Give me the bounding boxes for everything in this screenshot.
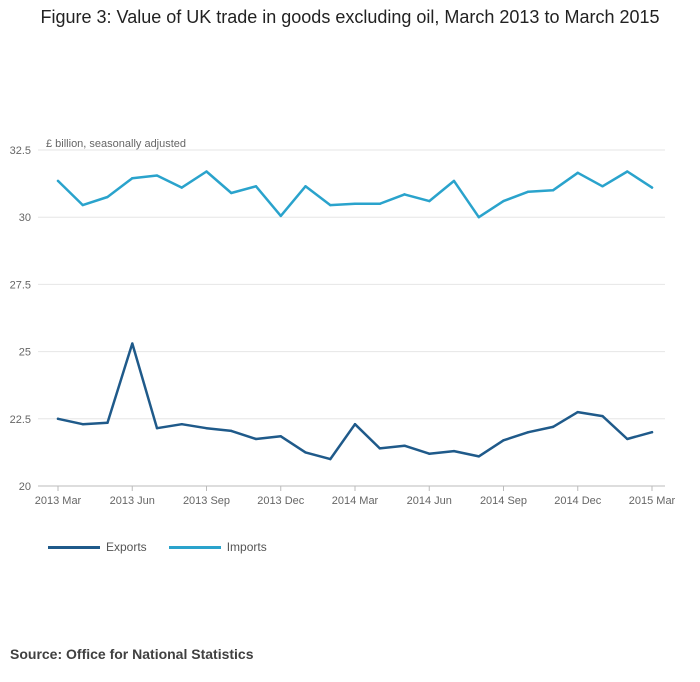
x-axis-ticks: 2013 Mar 2013 Jun 2013 Sep 2013 Dec 2014 Mar…	[35, 486, 676, 507]
data-point-exports[interactable]	[452, 449, 456, 453]
data-point-exports[interactable]	[230, 429, 233, 433]
data-point-imports[interactable]	[131, 177, 134, 180]
legend: Exports Imports	[48, 540, 267, 554]
data-point-imports[interactable]	[626, 170, 629, 173]
legend-swatch-exports	[48, 545, 100, 549]
data-point-exports[interactable]	[131, 342, 134, 345]
data-point-imports[interactable]	[353, 202, 357, 205]
x-tick-label: 2015 Mar	[629, 495, 676, 507]
x-tick-label: 2013 Dec	[257, 495, 305, 507]
data-point-exports[interactable]	[56, 417, 60, 420]
x-tick-label: 2014 Dec	[554, 495, 602, 507]
data-point-imports[interactable]	[81, 203, 84, 207]
y-tick-label: 25	[19, 347, 31, 359]
y-axis-label: £ billion, seasonally adjusted	[46, 138, 186, 150]
data-point-imports[interactable]	[155, 174, 159, 177]
data-point-imports[interactable]	[329, 203, 332, 207]
data-point-exports[interactable]	[576, 410, 579, 414]
legend-label-imports: Imports	[226, 540, 267, 554]
data-point-exports[interactable]	[477, 455, 480, 458]
data-point-exports[interactable]	[601, 414, 604, 418]
data-point-exports[interactable]	[106, 421, 109, 425]
data-point-exports[interactable]	[650, 431, 654, 434]
data-point-imports[interactable]	[279, 214, 282, 218]
data-point-exports[interactable]	[502, 439, 505, 442]
legend-item-imports[interactable]: Imports	[168, 540, 267, 554]
data-point-imports[interactable]	[378, 202, 381, 205]
series-lines	[56, 170, 654, 461]
data-point-imports[interactable]	[304, 185, 307, 188]
data-point-imports[interactable]	[452, 179, 456, 183]
data-point-imports[interactable]	[230, 191, 233, 195]
x-tick-label: 2014 Jun	[407, 495, 452, 507]
y-tick-label: 27.5	[10, 279, 31, 291]
y-tick-label: 32.5	[10, 145, 31, 157]
x-tick-label: 2013 Mar	[35, 495, 82, 507]
grid-lines	[38, 149, 665, 487]
data-point-exports[interactable]	[81, 422, 84, 426]
data-point-exports[interactable]	[254, 437, 258, 441]
y-tick-label: 30	[19, 212, 31, 224]
data-point-exports[interactable]	[378, 447, 381, 450]
data-point-imports[interactable]	[180, 186, 183, 189]
data-point-imports[interactable]	[403, 193, 406, 196]
legend-swatch-imports	[168, 545, 221, 549]
data-point-imports[interactable]	[601, 185, 604, 188]
legend-label-exports: Exports	[106, 540, 147, 554]
y-tick-label: 22.5	[10, 414, 31, 426]
data-point-imports[interactable]	[650, 186, 654, 189]
data-point-exports[interactable]	[403, 444, 406, 447]
x-tick-label: 2013 Sep	[183, 495, 230, 507]
data-point-imports[interactable]	[551, 189, 555, 192]
data-point-exports[interactable]	[626, 437, 629, 441]
data-point-exports[interactable]	[527, 431, 530, 434]
data-point-exports[interactable]	[155, 427, 159, 430]
data-point-imports[interactable]	[527, 190, 530, 193]
data-point-exports[interactable]	[304, 451, 307, 454]
x-tick-label: 2013 Jun	[110, 495, 155, 507]
y-tick-label: 20	[19, 481, 31, 493]
data-point-imports[interactable]	[56, 179, 60, 183]
x-tick-label: 2014 Sep	[480, 495, 527, 507]
data-point-imports[interactable]	[106, 195, 109, 199]
data-point-exports[interactable]	[279, 435, 282, 438]
series-line-imports[interactable]	[56, 170, 654, 219]
data-point-imports[interactable]	[254, 185, 258, 188]
data-point-exports[interactable]	[551, 425, 555, 429]
data-point-exports[interactable]	[428, 452, 431, 455]
data-point-imports[interactable]	[428, 199, 431, 203]
data-point-imports[interactable]	[502, 199, 505, 203]
data-point-imports[interactable]	[205, 170, 208, 173]
data-point-exports[interactable]	[353, 422, 357, 426]
source-note: Source: Office for National Statistics	[10, 646, 254, 662]
x-tick-label: 2014 Mar	[332, 495, 379, 507]
data-point-exports[interactable]	[329, 457, 332, 461]
series-line-exports[interactable]	[56, 342, 654, 461]
legend-item-exports[interactable]: Exports	[48, 540, 147, 554]
chart-title: Figure 3: Value of UK trade in goods exc…	[40, 7, 660, 27]
y-axis-ticks: 20 22.5 25 27.5 30 32.5	[10, 145, 31, 493]
data-point-exports[interactable]	[205, 427, 208, 430]
data-point-exports[interactable]	[180, 422, 183, 426]
data-point-imports[interactable]	[576, 171, 579, 175]
data-point-imports[interactable]	[477, 216, 480, 219]
